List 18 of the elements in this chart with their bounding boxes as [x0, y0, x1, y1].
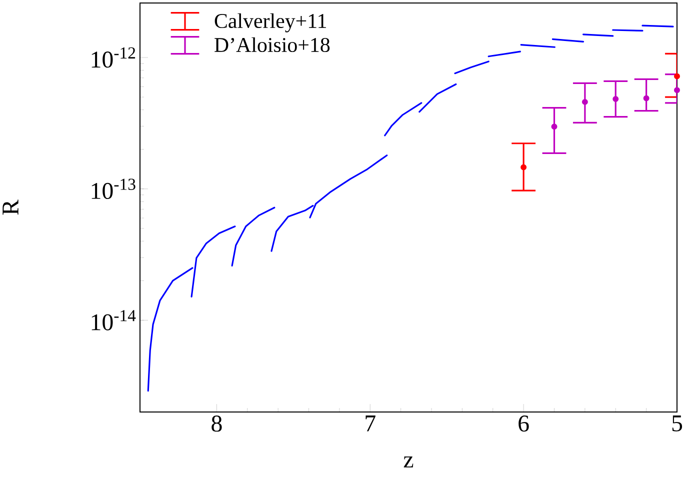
x-tick-label: 7	[366, 416, 376, 432]
legend-label: Calverley+11	[214, 13, 326, 32]
y-tick-label: 10$^{-13}$	[92, 178, 136, 200]
x-tick-label: 5	[672, 416, 682, 432]
point	[612, 96, 619, 102]
point	[582, 98, 588, 105]
point	[674, 87, 680, 94]
x-tick-label: 6	[518, 416, 529, 432]
point	[674, 73, 680, 80]
point	[551, 124, 558, 130]
point	[520, 164, 527, 170]
x-tick-label: 8	[212, 416, 222, 432]
y-axis-title: R	[2, 200, 18, 215]
y-tick-label: 10$^{-14}$	[92, 310, 136, 330]
x-axis-title: z	[404, 456, 414, 468]
point	[643, 95, 650, 102]
legend-label: D’Aloisio+18	[214, 37, 330, 52]
y-tick-label: 10$^{-12}$	[92, 47, 136, 68]
